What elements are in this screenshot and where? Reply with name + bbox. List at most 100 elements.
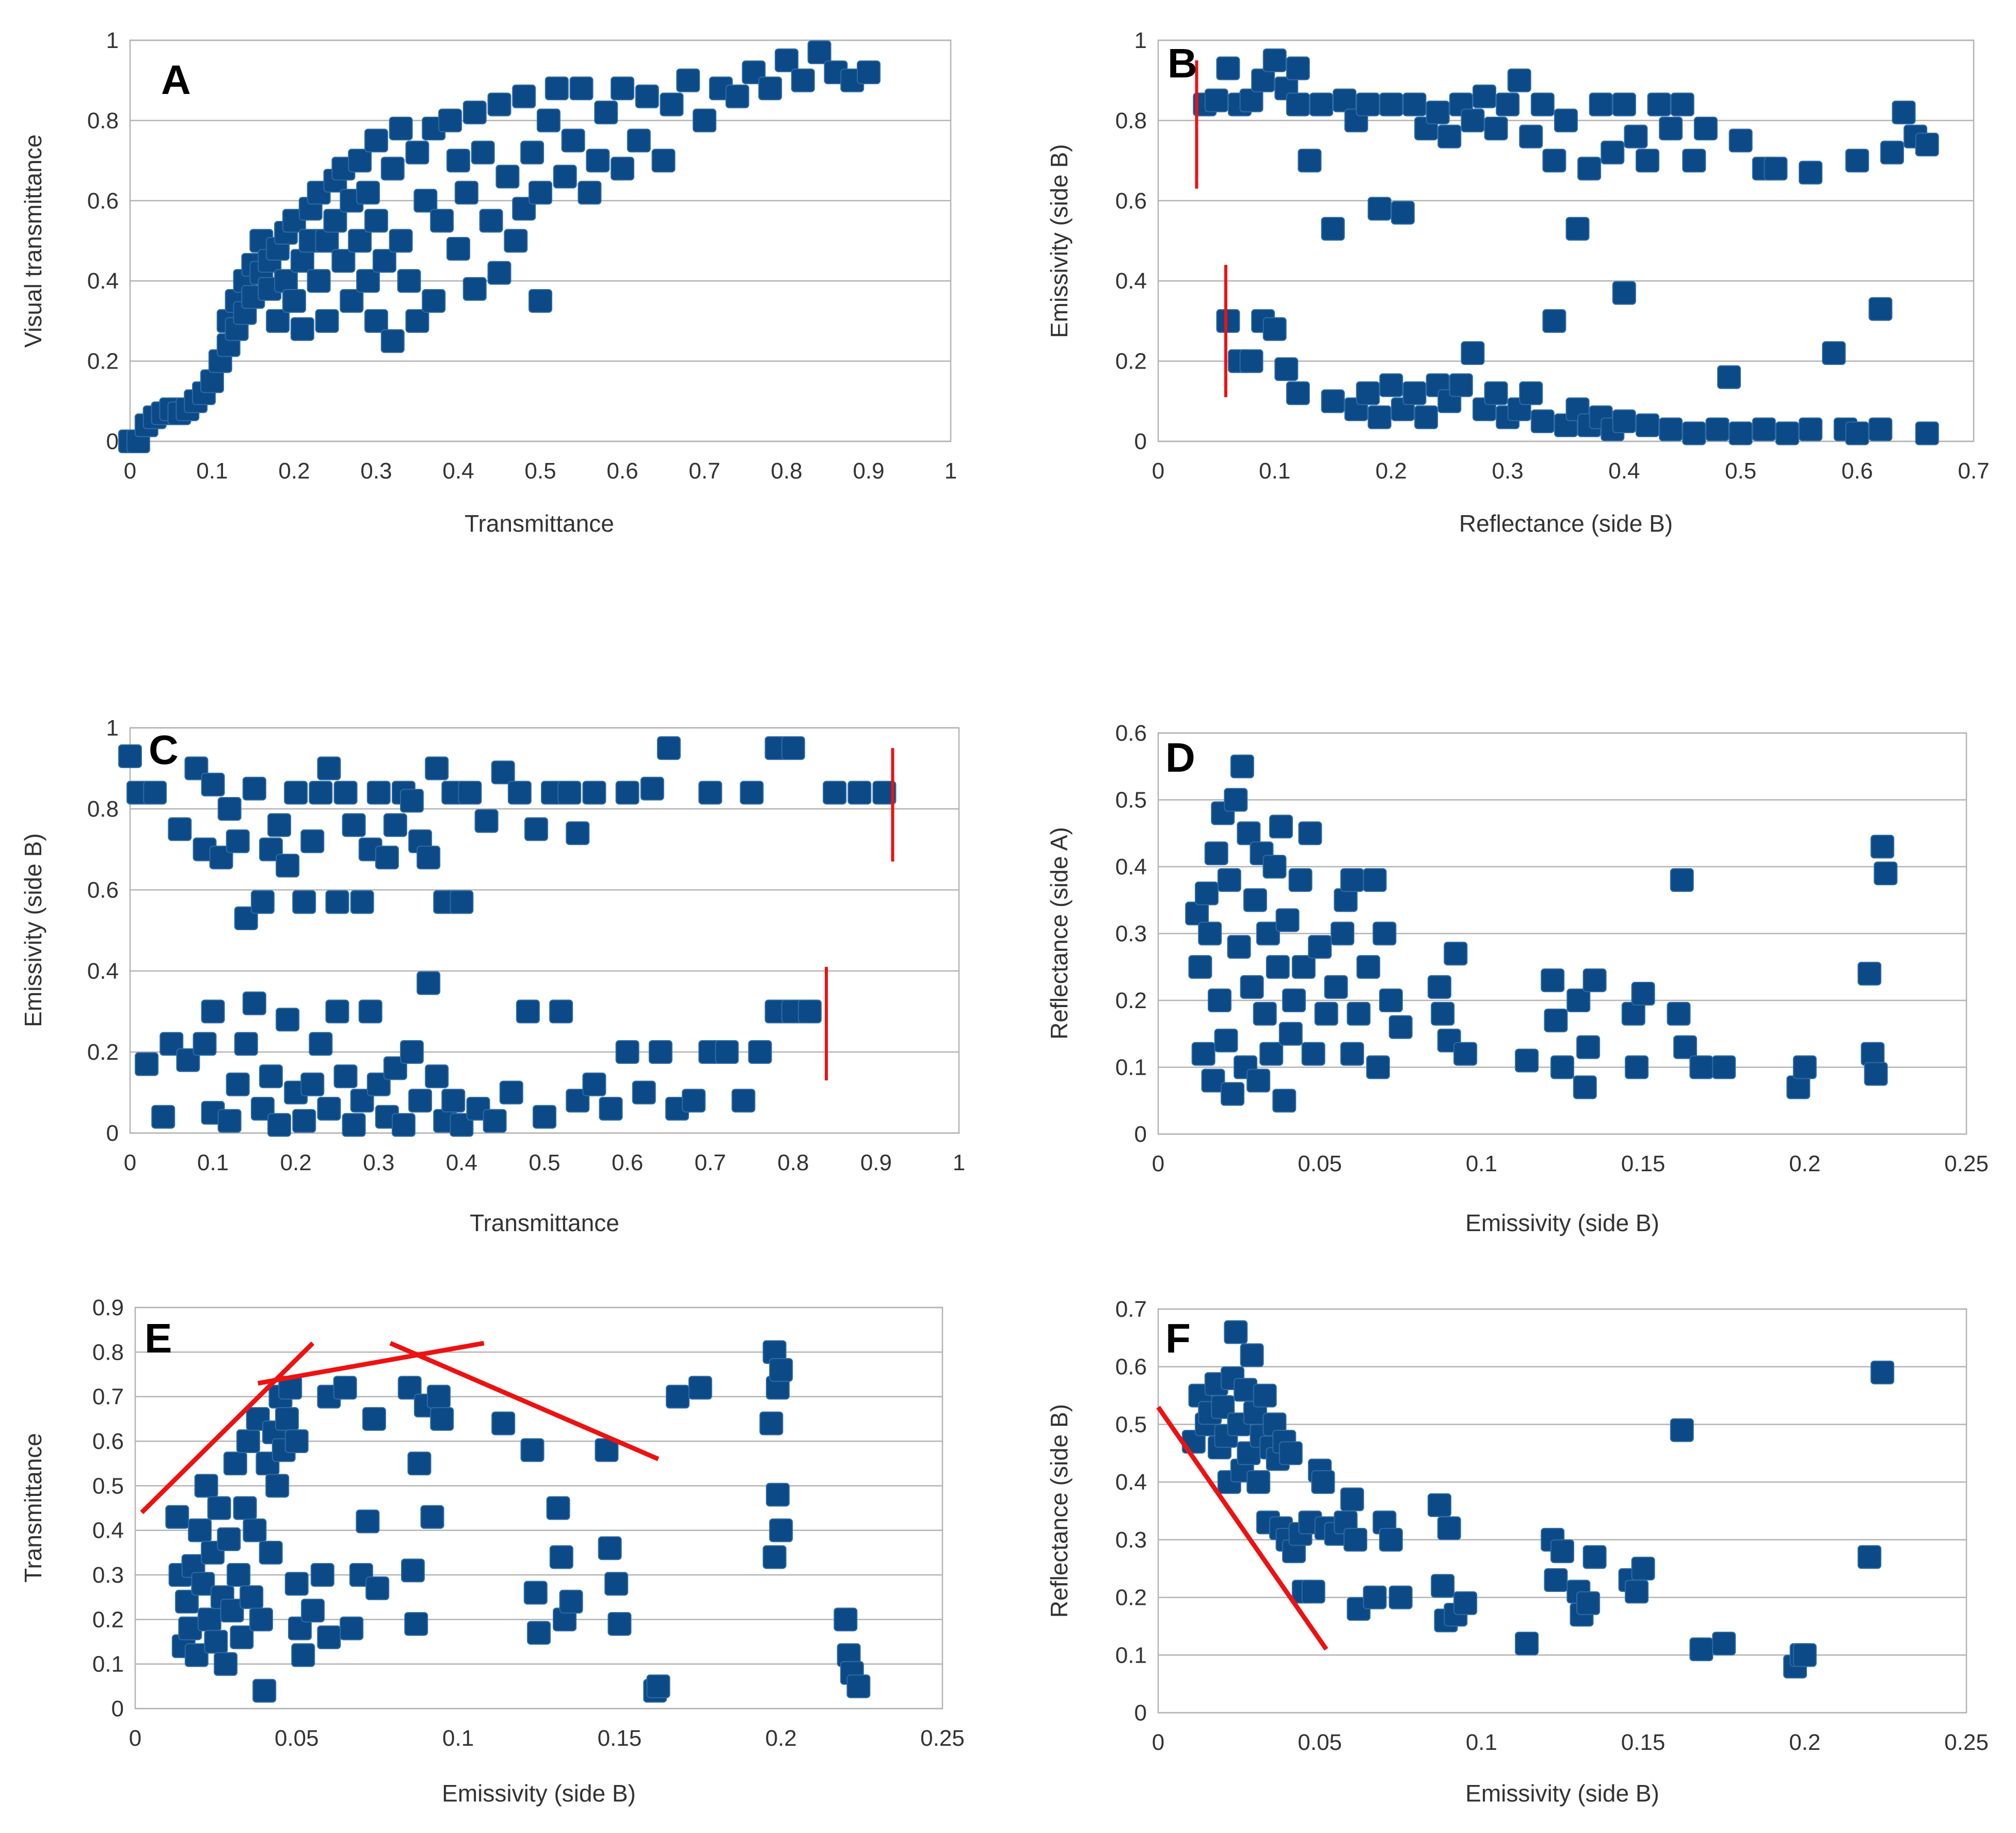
data-point: [168, 817, 192, 841]
data-point: [1402, 381, 1427, 405]
data-point: [1216, 309, 1240, 333]
data-point: [1253, 1001, 1277, 1026]
y-tick-label: 0.3: [1115, 1527, 1147, 1553]
data-point: [557, 780, 582, 805]
data-point: [698, 780, 723, 805]
data-point: [1256, 921, 1280, 946]
data-point: [1659, 116, 1683, 140]
y-tick-label: 0.4: [92, 1518, 124, 1543]
y-tick-label: 0.6: [1115, 721, 1147, 746]
data-point: [533, 1105, 556, 1129]
data-point: [549, 1545, 573, 1569]
data-point: [1301, 1580, 1325, 1604]
data-point: [1880, 140, 1904, 165]
data-point: [758, 76, 782, 101]
x-tick-label: 0.2: [765, 1726, 797, 1751]
data-point: [1301, 1042, 1325, 1066]
data-point: [807, 40, 831, 65]
data-point: [516, 999, 540, 1024]
x-tick-label: 1: [945, 458, 957, 484]
data-point: [1356, 381, 1380, 405]
data-point: [364, 309, 388, 333]
data-point: [775, 48, 798, 72]
data-point: [1582, 1545, 1607, 1569]
data-point: [417, 846, 441, 870]
data-point: [611, 76, 634, 101]
y-tick-label: 0.8: [87, 108, 119, 133]
data-point: [1793, 1055, 1817, 1079]
data-point: [331, 249, 356, 273]
data-point: [1484, 116, 1508, 140]
data-point: [276, 853, 300, 878]
x-axis-title: Emissivity (side B): [442, 1780, 636, 1807]
data-point: [569, 76, 594, 101]
data-point: [333, 1064, 358, 1089]
data-point: [242, 776, 266, 801]
data-point: [1515, 1048, 1539, 1073]
data-point: [372, 249, 396, 273]
data-point: [594, 100, 618, 124]
data-point: [194, 1474, 218, 1498]
data-point: [781, 736, 805, 760]
data-point: [1366, 1055, 1390, 1079]
data-point: [1431, 1001, 1455, 1026]
data-point: [1286, 92, 1310, 117]
y-tick-label: 0.1: [92, 1652, 124, 1677]
y-axis-title: Visual transmittance: [20, 134, 46, 347]
data-point: [1530, 409, 1555, 434]
data-point: [1278, 1022, 1303, 1046]
data-point: [175, 1589, 199, 1614]
data-point: [527, 1621, 551, 1645]
data-point: [291, 1643, 315, 1667]
data-point: [582, 1072, 606, 1096]
data-point: [226, 829, 250, 853]
panel-letter: F: [1165, 1315, 1191, 1361]
y-axis-title: Transmittance: [20, 1433, 46, 1583]
data-point: [220, 1599, 244, 1623]
data-point: [1217, 868, 1241, 892]
data-point: [1372, 921, 1397, 946]
data-point: [491, 1411, 516, 1436]
data-point: [615, 1040, 639, 1064]
data-point: [1544, 1008, 1568, 1032]
data-point: [325, 890, 349, 914]
y-tick-label: 0.5: [92, 1473, 124, 1499]
data-point: [307, 269, 331, 293]
data-point: [1274, 357, 1299, 381]
data-point: [607, 1612, 632, 1636]
data-point: [646, 1674, 670, 1698]
data-point: [1576, 1591, 1601, 1615]
data-point: [1356, 955, 1381, 979]
data-point: [1340, 868, 1364, 892]
data-point: [438, 108, 462, 133]
y-axis-title: Emissivity (side B): [20, 833, 46, 1027]
data-point: [135, 1052, 159, 1076]
data-point: [598, 1536, 622, 1560]
data-point: [666, 1384, 690, 1409]
data-point: [1308, 935, 1332, 959]
data-point: [1437, 124, 1462, 149]
data-point: [284, 780, 308, 805]
x-tick-label: 0.3: [360, 458, 392, 484]
data-point: [1379, 989, 1403, 1012]
y-tick-label: 1: [106, 28, 119, 53]
x-tick-label: 0.8: [771, 458, 802, 484]
y-tick-label: 0.2: [1115, 1585, 1147, 1611]
data-point: [425, 1064, 449, 1089]
data-point: [252, 1679, 277, 1703]
y-tick-label: 0.9: [92, 1295, 124, 1320]
data-point: [1311, 1470, 1335, 1494]
data-point: [553, 165, 577, 189]
data-point: [559, 1589, 583, 1614]
data-point: [1573, 1075, 1597, 1099]
panel-letter: B: [1167, 40, 1197, 86]
data-point: [657, 736, 681, 760]
data-point: [300, 1072, 325, 1096]
data-point: [1204, 88, 1228, 113]
data-point: [479, 209, 503, 233]
data-point: [1262, 48, 1287, 72]
data-point: [1356, 92, 1380, 117]
panel-e: 0 0.1 0.2 0.3 0.4 0.5 0.6 0.7 0.8 0.9 0 0.05 0.1 0.15…: [20, 1295, 965, 1807]
data-point: [627, 129, 651, 153]
data-point: [1625, 1580, 1649, 1604]
